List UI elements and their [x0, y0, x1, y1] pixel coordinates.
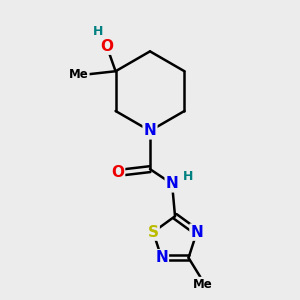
Text: O: O	[100, 39, 113, 54]
Text: N: N	[166, 176, 178, 191]
Text: S: S	[148, 225, 159, 240]
Text: N: N	[190, 225, 203, 240]
Text: Me: Me	[69, 68, 88, 81]
Text: O: O	[111, 165, 124, 180]
Text: H: H	[183, 170, 194, 183]
Text: H: H	[93, 25, 103, 38]
Text: N: N	[144, 123, 156, 138]
Text: N: N	[155, 250, 168, 265]
Text: Me: Me	[194, 278, 213, 291]
